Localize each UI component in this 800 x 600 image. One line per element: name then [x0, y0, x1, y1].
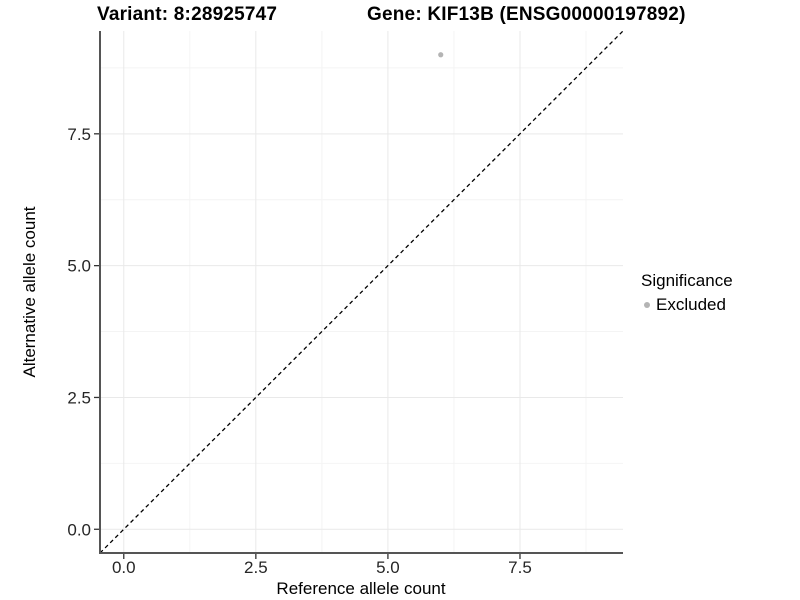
x-tick-label: 7.5 [508, 558, 532, 577]
legend-point-icon [644, 302, 650, 308]
identity-line [100, 31, 623, 553]
y-axis-title: Alternative allele count [20, 206, 39, 378]
y-tick-label: 7.5 [67, 125, 91, 144]
legend: Significance Excluded [641, 271, 733, 315]
data-point [438, 52, 444, 58]
x-tick-label: 2.5 [244, 558, 268, 577]
y-tick-label: 0.0 [67, 520, 91, 539]
x-tick-label: 0.0 [112, 558, 136, 577]
y-tick-label: 5.0 [67, 257, 91, 276]
y-tick-label: 2.5 [67, 388, 91, 407]
legend-title: Significance [641, 271, 733, 290]
variant-title: Variant: 8:28925747 [97, 4, 278, 25]
legend-entry-excluded: Excluded [641, 295, 733, 315]
x-axis-title: Reference allele count [276, 579, 446, 598]
x-tick-label: 5.0 [376, 558, 400, 577]
legend-entry-label: Excluded [656, 295, 726, 314]
gene-title: Gene: KIF13B (ENSG00000197892) [367, 4, 686, 25]
